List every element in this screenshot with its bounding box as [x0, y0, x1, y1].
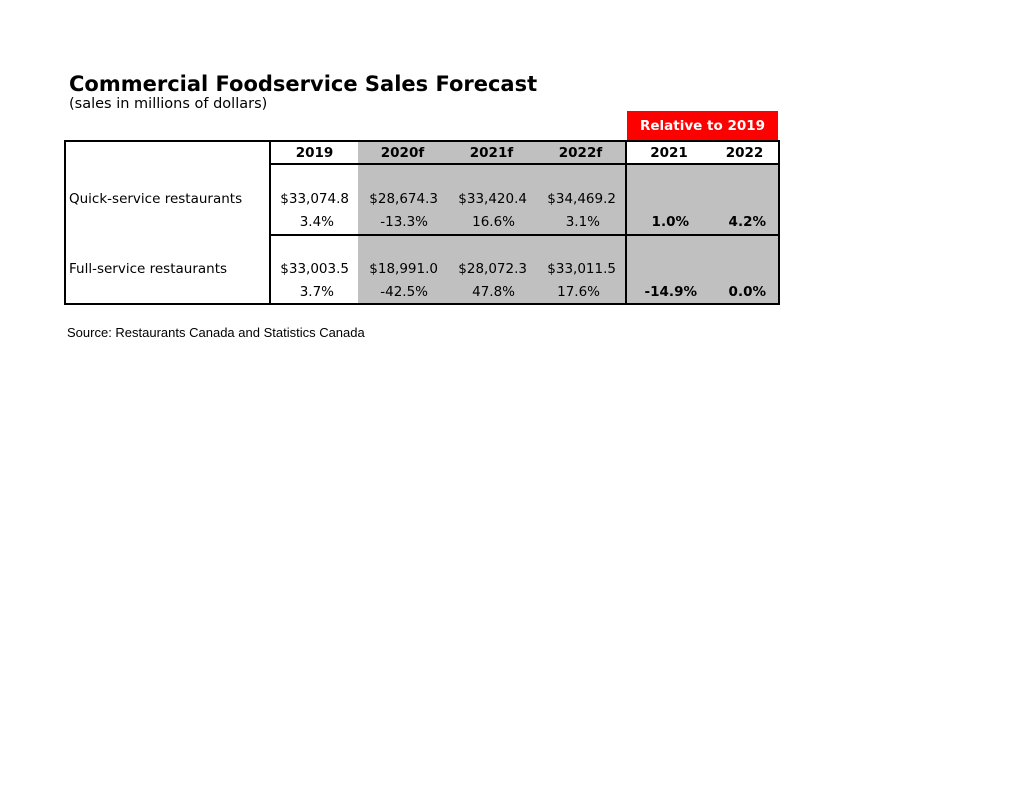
fsr-sales-2020f: $18,991.0: [369, 261, 438, 277]
table-border-left: [64, 140, 66, 305]
fsr-relative-2021: -14.9%: [644, 284, 697, 300]
qsr-sales-2019: $33,074.8: [280, 191, 349, 207]
source-note: Source: Restaurants Canada and Statistic…: [67, 325, 365, 340]
qsr-growth-2021f: 16.6%: [472, 214, 515, 230]
forecast-table: 2019 2020f 2021f 2022f 2021 2022 Quick-s…: [64, 140, 780, 305]
qsr-growth-2022f: 3.1%: [565, 214, 600, 230]
fsr-growth-2022f: 17.6%: [557, 284, 600, 300]
table-border-top: [64, 140, 780, 142]
qsr-growth-2019: 3.4%: [299, 214, 334, 230]
forecast-shaded-header: [358, 140, 627, 164]
qsr-relative-2022: 4.2%: [728, 214, 766, 230]
header-relative-2021: 2021: [650, 144, 688, 161]
table-divider-label: [269, 140, 271, 305]
header-2021f: 2021f: [469, 144, 514, 161]
header-2019: 2019: [295, 144, 334, 161]
table-border-right: [778, 140, 780, 305]
fsr-growth-2021f: 47.8%: [472, 284, 515, 300]
qsr-growth-2020f: -13.3%: [380, 214, 428, 230]
page-subtitle: (sales in millions of dollars): [69, 96, 268, 112]
fsr-growth-2020f: -42.5%: [380, 284, 428, 300]
fsr-growth-2019: 3.7%: [299, 284, 334, 300]
header-relative-2022: 2022: [725, 144, 764, 161]
qsr-sales-2020f: $28,674.3: [369, 191, 438, 207]
row-label-full-service: Full-service restaurants: [69, 261, 228, 277]
fsr-sales-2021f: $28,072.3: [458, 261, 527, 277]
row-label-quick-service: Quick-service restaurants: [69, 191, 243, 207]
page-title: Commercial Foodservice Sales Forecast: [69, 72, 538, 96]
table-divider-relative: [625, 140, 627, 305]
fsr-relative-2022: 0.0%: [728, 284, 766, 300]
table-row-separator: [269, 234, 780, 236]
header-2020f: 2020f: [380, 144, 425, 161]
qsr-sales-2021f: $33,420.4: [458, 191, 527, 207]
table-header-underline: [269, 163, 780, 165]
table-border-bottom: [64, 303, 780, 305]
qsr-sales-2022f: $34,469.2: [547, 191, 616, 207]
qsr-relative-2021: 1.0%: [651, 214, 689, 230]
fsr-sales-2019: $33,003.5: [280, 261, 349, 277]
fsr-sales-2022f: $33,011.5: [547, 261, 616, 277]
header-2022f: 2022f: [558, 144, 603, 161]
relative-to-2019-badge: Relative to 2019: [627, 111, 778, 140]
